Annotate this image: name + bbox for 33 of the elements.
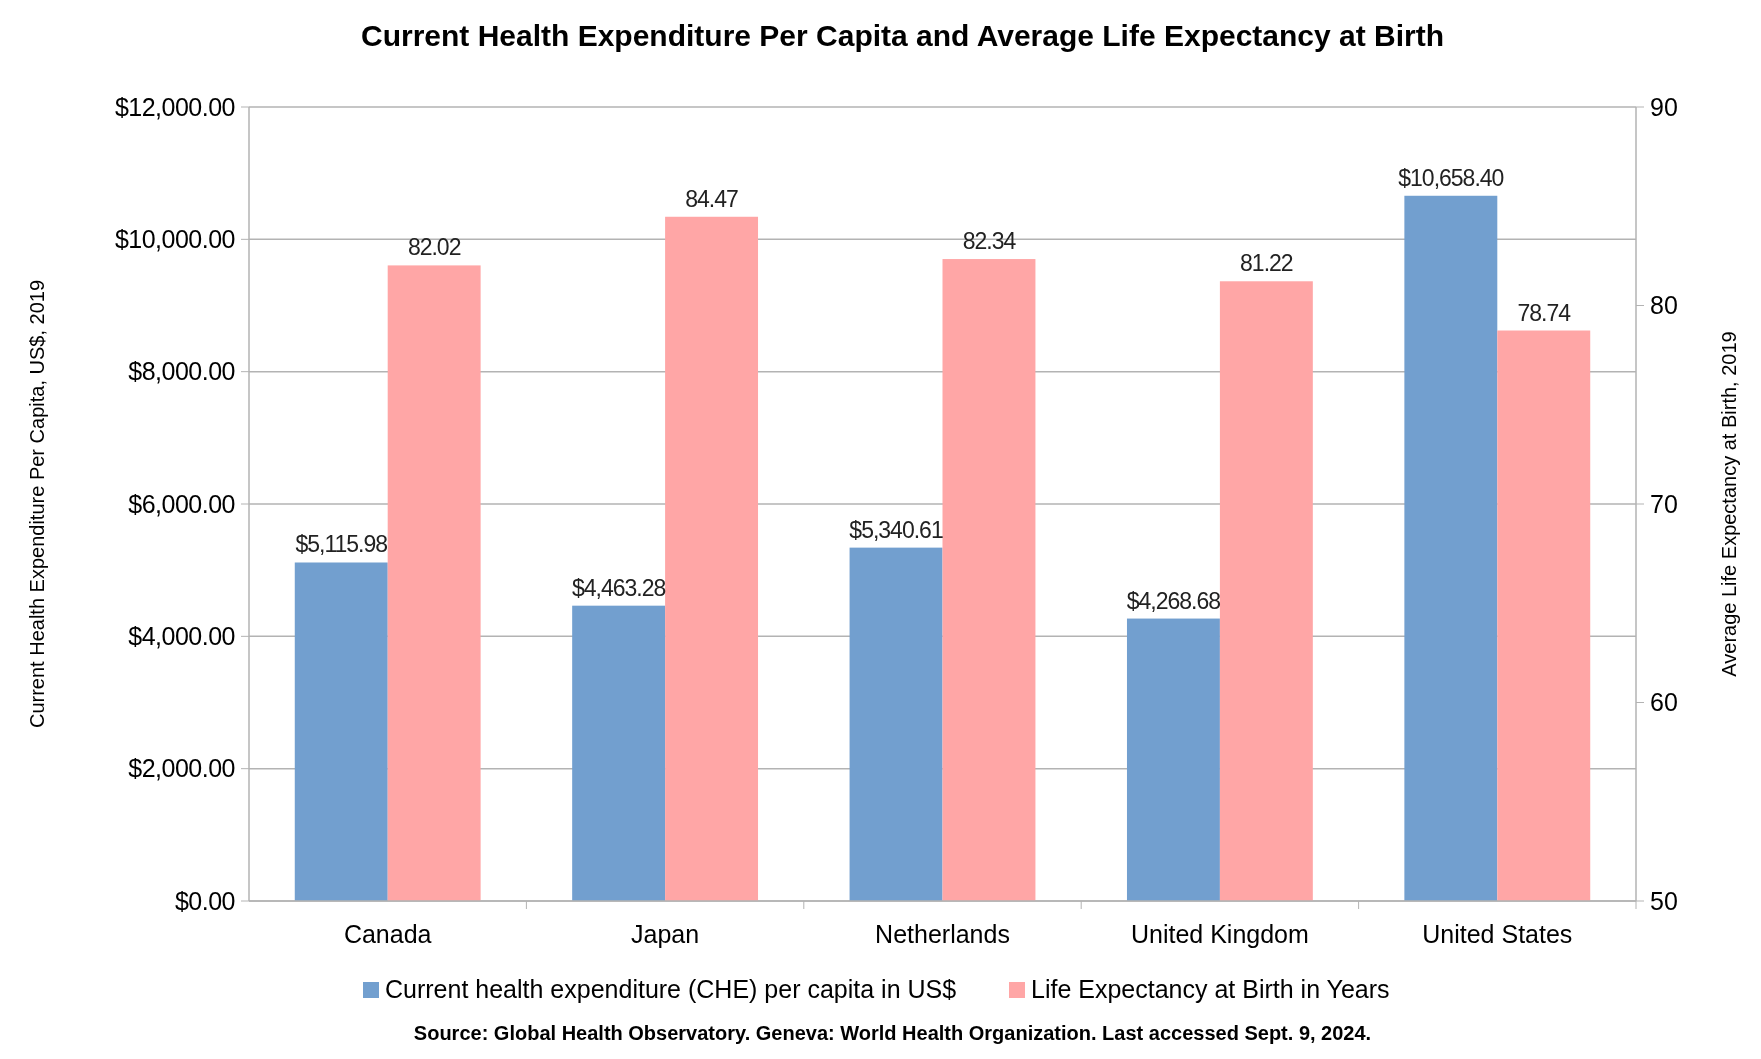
data-label: 84.47 bbox=[685, 185, 739, 212]
data-label: $5,340.61 bbox=[849, 516, 943, 543]
y-axis-title: Current Health Expenditure Per Capita, US$, 2019 bbox=[26, 279, 48, 729]
y-tick-label: $12,000.00 bbox=[114, 92, 235, 121]
x-tick-label: Japan bbox=[631, 920, 700, 948]
data-label: $4,268.68 bbox=[1126, 587, 1221, 614]
source-note: Source: Global Health Observatory. Geneva: World Health Organization. Last accessed Sept. 9, 2024. bbox=[413, 1022, 1372, 1044]
x-tick-label: Canada bbox=[343, 920, 432, 948]
data-label: 82.34 bbox=[962, 228, 1017, 255]
y-tick-label: $8,000.00 bbox=[128, 357, 235, 386]
data-label: $10,658.40 bbox=[1398, 164, 1504, 191]
y2-axis-title: Average Life Expectancy at Birth, 2019 bbox=[1718, 331, 1740, 677]
legend-label: Current health expenditure (CHE) per capita in US$ bbox=[385, 975, 957, 1003]
data-label: 82.02 bbox=[407, 234, 461, 261]
y-tick-label: $6,000.00 bbox=[128, 489, 235, 518]
y2-tick-label: 70 bbox=[1650, 489, 1678, 518]
data-label: $5,115.98 bbox=[295, 531, 388, 558]
data-label: $4,463.28 bbox=[571, 574, 666, 601]
data-label: 78.74 bbox=[1517, 299, 1572, 326]
y2-tick-label: 60 bbox=[1650, 688, 1678, 717]
data-label: 81.22 bbox=[1240, 250, 1293, 277]
y-tick-label: $10,000.00 bbox=[114, 225, 235, 254]
chart-title: Current Health Expenditure Per Capita and Average Life Expectancy at Birth bbox=[360, 19, 1445, 52]
legend-label: Life Expectancy at Birth in Years bbox=[1031, 975, 1390, 1003]
y2-tick-label: 90 bbox=[1650, 92, 1678, 121]
y-tick-label: $4,000.00 bbox=[128, 622, 235, 651]
y2-tick-label: 80 bbox=[1650, 291, 1678, 320]
y2-tick-label: 50 bbox=[1650, 886, 1678, 915]
y-tick-label: $0.00 bbox=[174, 886, 235, 915]
x-tick-label: United States bbox=[1422, 920, 1573, 948]
y-tick-label: $2,000.00 bbox=[128, 754, 235, 783]
x-tick-label: United Kingdom bbox=[1130, 920, 1309, 948]
x-tick-label: Netherlands bbox=[875, 920, 1010, 948]
